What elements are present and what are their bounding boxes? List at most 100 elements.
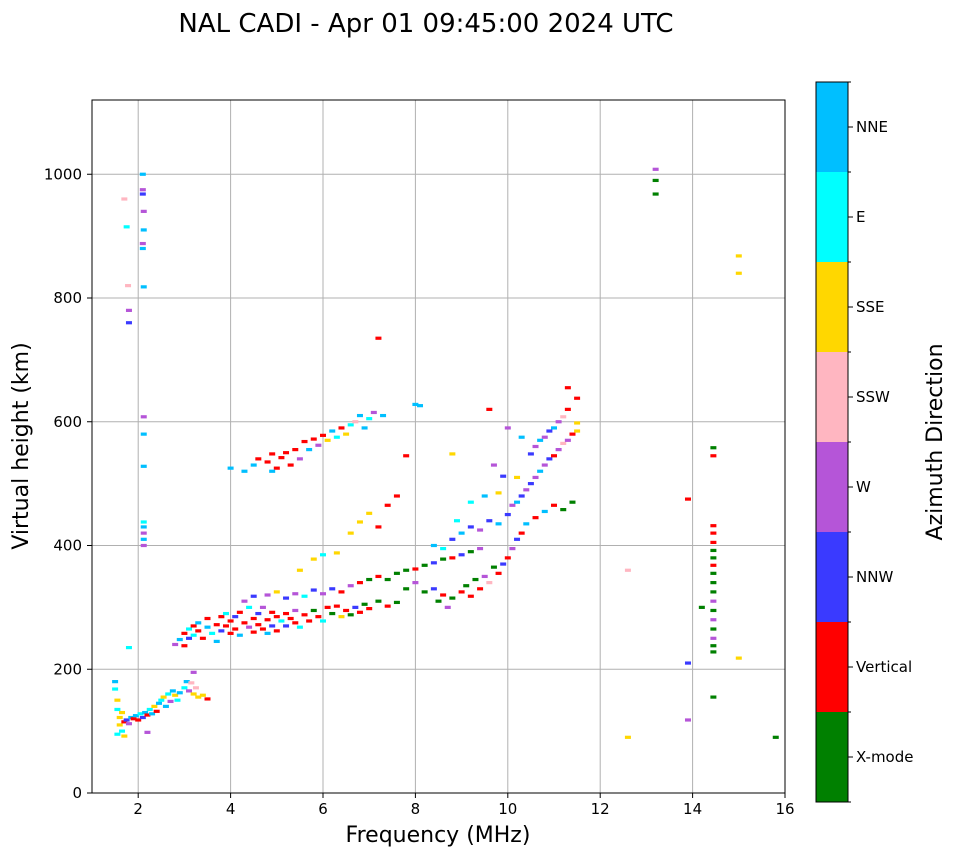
echo-point	[710, 556, 717, 560]
echo-point	[165, 692, 172, 696]
x-tick-label: 4	[226, 800, 236, 818]
echo-point	[509, 546, 516, 551]
echo-point	[181, 686, 188, 690]
echo-point	[241, 469, 248, 473]
echo-point	[204, 616, 211, 621]
echo-point	[140, 464, 147, 468]
echo-point	[527, 482, 534, 486]
colorbar-segment	[816, 262, 848, 352]
echo-point	[412, 567, 419, 571]
echo-point	[352, 605, 359, 609]
echo-point	[361, 602, 368, 606]
echo-point	[140, 285, 147, 289]
echo-point	[458, 553, 465, 557]
echo-point	[139, 172, 146, 176]
echo-point	[710, 540, 717, 545]
x-axis-label: Frequency (MHz)	[346, 823, 531, 848]
echo-point	[546, 429, 553, 433]
echo-point	[421, 590, 428, 594]
echo-point	[343, 608, 350, 613]
echo-point	[155, 701, 162, 705]
echo-point	[338, 615, 345, 619]
echo-point	[440, 593, 447, 597]
echo-point	[541, 463, 548, 467]
x-tick-label: 12	[591, 800, 610, 818]
echo-point	[232, 615, 239, 619]
echo-point	[546, 457, 553, 461]
x-tick-label: 10	[498, 800, 517, 818]
echo-point	[315, 615, 322, 619]
echo-point	[564, 386, 571, 390]
echo-point	[125, 722, 132, 726]
echo-point	[186, 636, 193, 640]
echo-point	[169, 689, 176, 693]
colorbar-tick-label: W	[856, 478, 871, 496]
echo-point	[162, 704, 169, 708]
echo-point	[310, 557, 317, 561]
echo-point	[504, 512, 511, 517]
echo-point	[236, 610, 243, 614]
echo-point	[710, 531, 717, 535]
echo-point	[347, 584, 354, 588]
echo-point	[329, 429, 336, 433]
echo-point	[710, 627, 717, 631]
echo-point	[463, 584, 470, 588]
echo-point	[190, 624, 197, 628]
echo-point	[222, 624, 229, 628]
echo-point	[112, 680, 119, 684]
echo-point	[532, 444, 539, 449]
echo-point	[139, 241, 146, 246]
echo-point	[190, 692, 197, 696]
echo-point	[370, 410, 377, 415]
echo-point	[569, 500, 576, 504]
x-tick-label: 8	[411, 800, 421, 818]
echo-point	[287, 463, 294, 467]
echo-point	[504, 556, 511, 560]
echo-point	[269, 610, 276, 614]
echo-point	[481, 574, 488, 579]
echo-point	[541, 435, 548, 439]
plot-area-frame	[91, 99, 786, 794]
echo-point	[710, 581, 717, 585]
echo-point	[287, 616, 294, 621]
echo-point	[116, 715, 123, 720]
echo-point	[698, 605, 705, 609]
echo-point	[486, 519, 493, 523]
echo-point	[273, 466, 280, 470]
echo-point	[158, 698, 165, 702]
echo-point	[393, 494, 400, 498]
echo-point	[114, 732, 121, 736]
echo-point	[500, 474, 507, 478]
echo-point	[430, 543, 437, 548]
echo-point	[366, 511, 373, 515]
echo-point	[250, 630, 257, 634]
colorbar-segment	[816, 712, 848, 802]
echo-point	[140, 520, 147, 524]
echo-point	[172, 693, 179, 697]
echo-point	[186, 689, 193, 693]
echo-point	[710, 608, 717, 613]
echo-point	[477, 528, 484, 532]
echo-point	[333, 551, 340, 555]
echo-point	[329, 587, 336, 591]
echo-point	[125, 645, 132, 650]
echo-point	[435, 599, 442, 603]
echo-point	[283, 596, 290, 600]
echo-point	[123, 718, 130, 722]
echo-point	[310, 608, 317, 613]
echo-point	[624, 735, 631, 739]
echo-point	[199, 636, 206, 640]
echo-point	[310, 437, 317, 441]
echo-point	[384, 503, 391, 507]
echo-point	[140, 525, 147, 529]
echo-point	[218, 615, 225, 619]
echo-point	[735, 254, 742, 258]
echo-point	[264, 460, 271, 464]
echo-point	[560, 508, 567, 512]
echo-point	[195, 629, 202, 633]
echo-point	[246, 605, 253, 609]
echo-point	[176, 691, 183, 695]
echo-point	[453, 519, 460, 523]
echo-point	[172, 642, 179, 647]
echo-point	[301, 439, 308, 444]
